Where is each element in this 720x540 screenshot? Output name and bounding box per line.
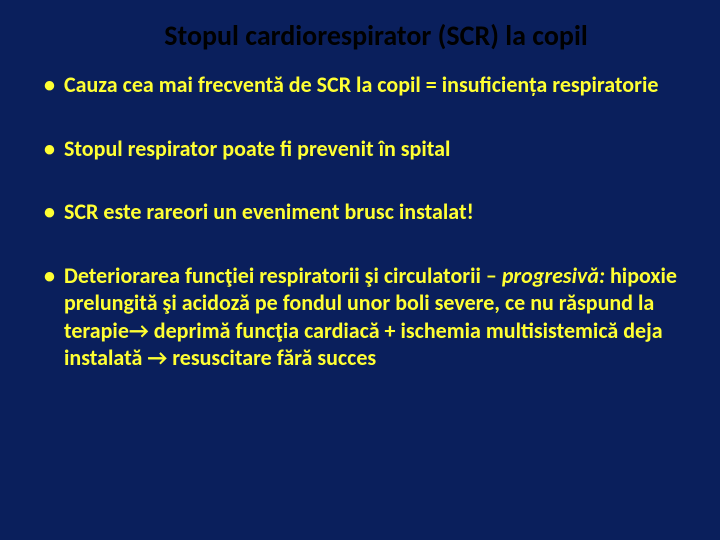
list-item: Cauza cea mai frecventă de SCR la copil … [40,71,680,99]
bullet-text: Cauza cea mai frecventă de SCR la copil … [64,71,658,98]
list-item: Deteriorarea funcţiei respiratorii şi ci… [40,262,680,372]
bullet-text: SCR este rareori un eveniment brusc inst… [64,198,474,225]
slide-title: Stopul cardiorespirator (SCR) la copil [72,18,680,53]
bullet-italic: progresivă: [502,262,605,289]
bullet-lead: Deteriorarea funcţiei respiratorii şi ci… [64,262,502,289]
bullet-text: Stopul respirator poate fi prevenit în s… [64,135,450,162]
bullet-list: Cauza cea mai frecventă de SCR la copil … [40,71,680,372]
slide: Stopul cardiorespirator (SCR) la copil C… [0,0,720,540]
list-item: Stopul respirator poate fi prevenit în s… [40,135,680,163]
list-item: SCR este rareori un eveniment brusc inst… [40,198,680,226]
